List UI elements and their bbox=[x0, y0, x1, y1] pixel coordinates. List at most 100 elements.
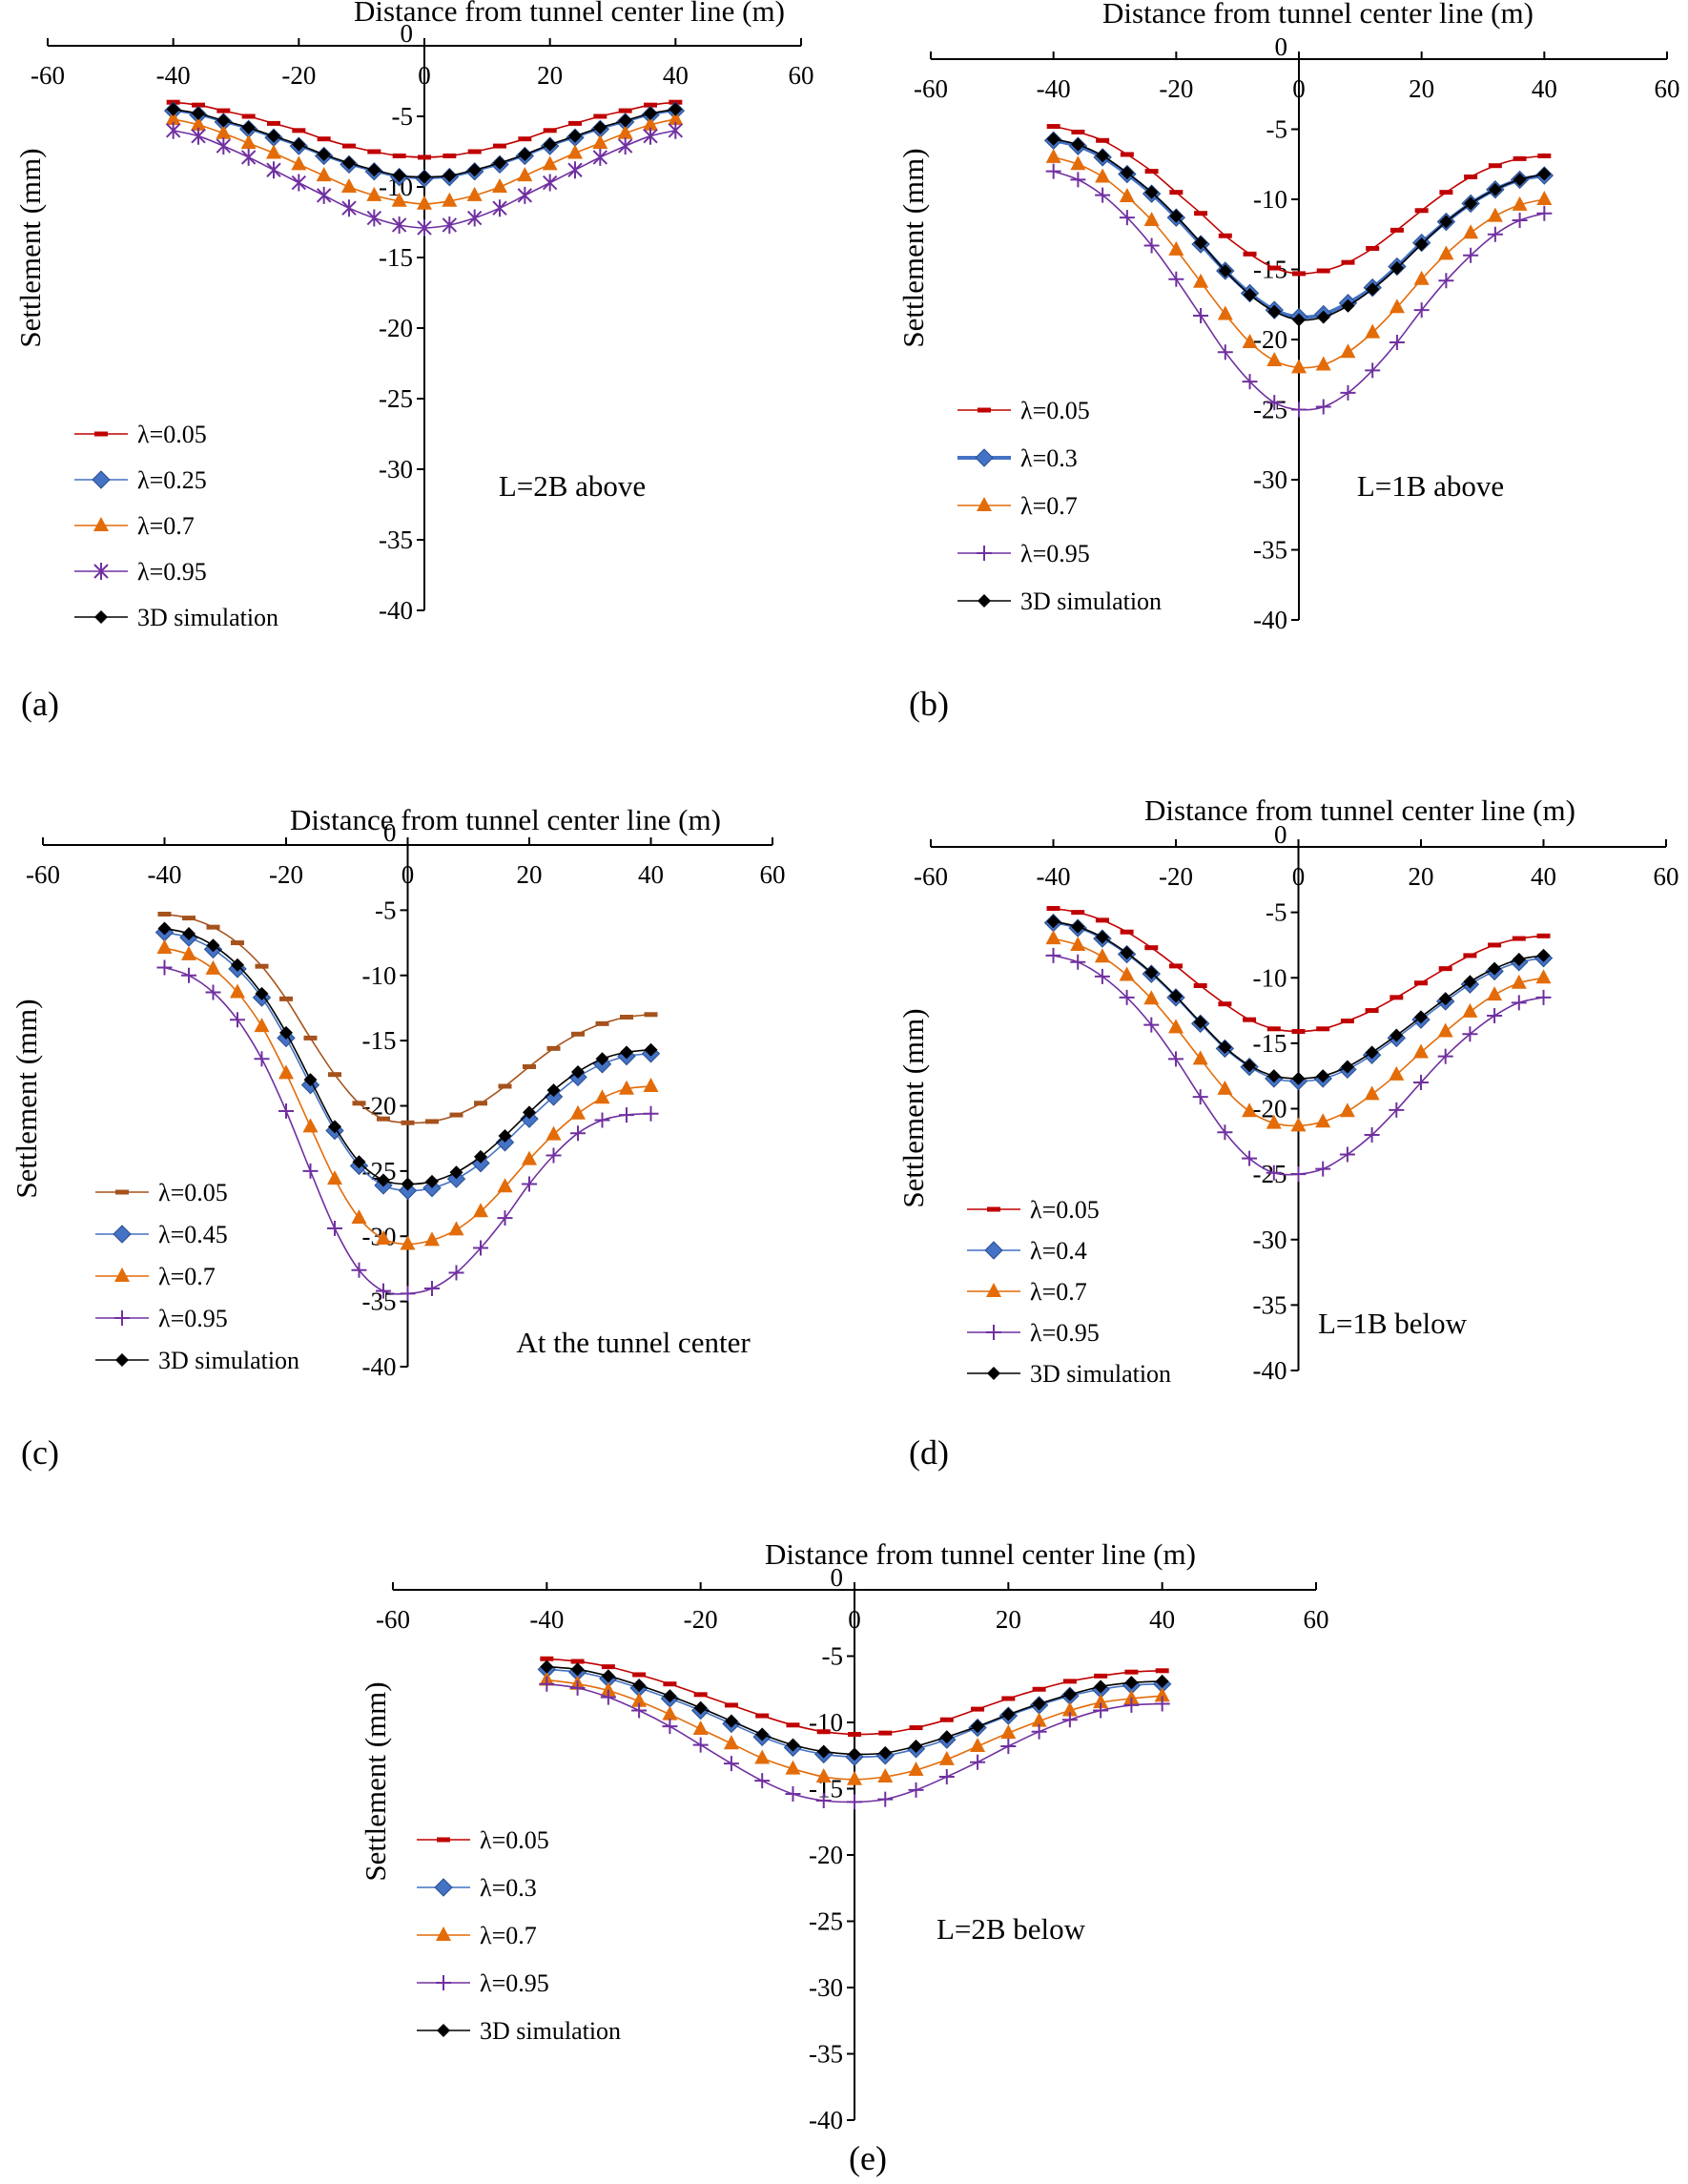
data-point bbox=[1513, 173, 1527, 187]
data-point bbox=[1290, 1117, 1307, 1132]
data-point bbox=[351, 1209, 367, 1225]
legend-label: λ=0.7 bbox=[480, 1922, 537, 1949]
data-point bbox=[592, 134, 608, 150]
data-point bbox=[498, 1083, 512, 1089]
y-tick-label: -15 bbox=[362, 1026, 397, 1055]
legend-swatch-marker bbox=[987, 1206, 1000, 1212]
x-axis-title: Distance from tunnel center line (m) bbox=[1144, 793, 1575, 827]
x-tick-label: 40 bbox=[1532, 74, 1557, 103]
data-point bbox=[517, 186, 533, 204]
data-point bbox=[442, 216, 458, 234]
legend-label: λ=0.95 bbox=[158, 1305, 228, 1332]
data-point bbox=[939, 1717, 954, 1722]
legend-swatch-marker bbox=[92, 470, 111, 489]
data-point bbox=[1243, 1059, 1257, 1073]
legend-swatch-marker bbox=[987, 1367, 1000, 1380]
data-point bbox=[418, 155, 431, 160]
x-tick-label: 0 bbox=[1292, 74, 1306, 103]
data-point bbox=[474, 1101, 487, 1106]
x-axis-title: Distance from tunnel center line (m) bbox=[765, 1537, 1196, 1571]
data-point bbox=[1045, 163, 1061, 179]
data-point bbox=[909, 1725, 923, 1731]
data-point bbox=[267, 120, 280, 126]
data-point bbox=[1413, 1043, 1429, 1059]
data-point bbox=[417, 195, 432, 210]
data-point bbox=[1070, 155, 1086, 171]
x-tick-label: -20 bbox=[1159, 74, 1193, 103]
data-point bbox=[724, 1714, 738, 1728]
series-0 bbox=[1046, 906, 1551, 1035]
data-point bbox=[425, 1174, 439, 1188]
data-point bbox=[1463, 224, 1479, 239]
legend: λ=0.05 λ=0.4 λ=0.7 λ=0.95 3D simulation bbox=[967, 1196, 1171, 1388]
data-point bbox=[266, 161, 281, 179]
data-point bbox=[1266, 395, 1283, 411]
data-point bbox=[1218, 1040, 1232, 1054]
data-point bbox=[1242, 1150, 1258, 1166]
data-point bbox=[847, 1770, 862, 1785]
legend-label: 3D simulation bbox=[1020, 587, 1162, 615]
data-point bbox=[600, 1681, 616, 1697]
data-point bbox=[1340, 1060, 1354, 1074]
data-point bbox=[377, 1173, 390, 1187]
data-point bbox=[341, 199, 357, 217]
case-annotation: At the tunnel center bbox=[516, 1326, 751, 1359]
data-point bbox=[644, 107, 657, 121]
legend-label: λ=0.7 bbox=[1030, 1278, 1087, 1306]
data-point bbox=[1243, 1017, 1257, 1022]
data-point bbox=[241, 113, 256, 119]
data-point bbox=[1193, 982, 1207, 988]
data-point bbox=[878, 1730, 893, 1736]
data-point bbox=[540, 1656, 554, 1661]
x-tick-label: -40 bbox=[148, 860, 182, 889]
data-point bbox=[493, 143, 506, 149]
y-tick-label: -40 bbox=[809, 2106, 843, 2134]
data-point bbox=[1124, 1669, 1139, 1675]
legend: λ=0.05 λ=0.3 λ=0.7 λ=0.95 3D simulation bbox=[417, 1826, 621, 2045]
data-point bbox=[643, 1077, 659, 1092]
data-point bbox=[1414, 1010, 1428, 1024]
data-point bbox=[571, 1064, 585, 1079]
data-point bbox=[1094, 1673, 1108, 1679]
x-axis-title: Distance from tunnel center line (m) bbox=[354, 0, 785, 28]
data-point bbox=[847, 1794, 862, 1810]
y-tick-label: -30 bbox=[1253, 1226, 1287, 1254]
data-point bbox=[662, 1705, 678, 1720]
data-point bbox=[668, 121, 684, 139]
data-point bbox=[546, 1125, 562, 1141]
data-point bbox=[327, 1170, 342, 1185]
data-point bbox=[1488, 182, 1502, 196]
y-tick-label: -35 bbox=[1253, 1290, 1287, 1319]
data-point bbox=[1168, 271, 1184, 287]
chart-panel-c: -60 -40 -20 0 20 40 600-5-10-15-20-25-30-35-40… bbox=[10, 803, 786, 1472]
data-point bbox=[367, 163, 381, 177]
data-point bbox=[216, 124, 232, 139]
data-point bbox=[181, 945, 196, 960]
data-point bbox=[594, 1089, 610, 1104]
legend-swatch-marker bbox=[434, 1878, 453, 1897]
data-point bbox=[1315, 399, 1331, 415]
x-tick-label: 20 bbox=[517, 860, 543, 889]
data-point bbox=[1414, 208, 1429, 214]
data-point bbox=[1365, 323, 1381, 339]
legend-label: λ=0.3 bbox=[1020, 444, 1078, 472]
x-tick-label: -60 bbox=[31, 61, 65, 90]
data-point bbox=[377, 1116, 390, 1122]
data-point bbox=[1316, 1026, 1330, 1032]
data-point bbox=[1266, 1069, 1281, 1083]
data-point bbox=[1414, 237, 1429, 252]
legend-label: λ=0.7 bbox=[137, 512, 195, 540]
data-point bbox=[1094, 1679, 1108, 1694]
data-point bbox=[669, 102, 683, 116]
legend-swatch-marker bbox=[436, 1975, 451, 1990]
data-point bbox=[1155, 1668, 1169, 1674]
legend-swatch-marker bbox=[94, 431, 108, 437]
data-point bbox=[1143, 1017, 1160, 1033]
legend-swatch-marker bbox=[986, 1283, 1001, 1297]
data-point bbox=[1463, 975, 1477, 989]
data-point bbox=[492, 199, 507, 217]
legend-label: λ=0.45 bbox=[158, 1221, 228, 1248]
y-tick-label: 0 bbox=[1274, 820, 1287, 849]
data-point bbox=[938, 1768, 955, 1784]
data-point bbox=[1340, 384, 1356, 401]
